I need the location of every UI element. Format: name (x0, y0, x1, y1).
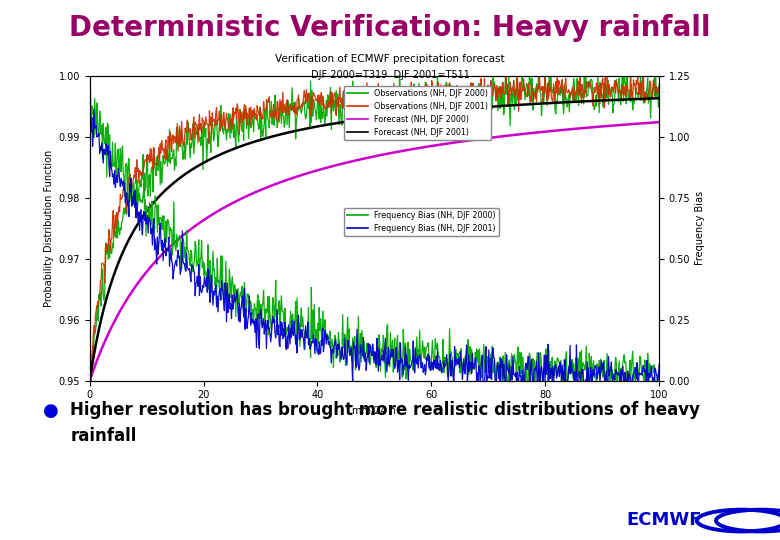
Y-axis label: Probability Distribution Function: Probability Distribution Function (44, 150, 55, 307)
X-axis label: mm/24 h: mm/24 h (353, 406, 396, 416)
Text: ●: ● (43, 402, 58, 420)
Text: Deterministic Verification: Heavy rainfall: Deterministic Verification: Heavy rainfa… (69, 14, 711, 42)
Text: Verification of ECMWF precipitation forecast: Verification of ECMWF precipitation fore… (275, 53, 505, 64)
Text: WWRP/WMO Workshop on QPF Verification - Prague, 14-16 May 2001: WWRP/WMO Workshop on QPF Verification - … (9, 516, 417, 526)
Text: rainfall: rainfall (70, 427, 136, 444)
Text: ECMWF: ECMWF (626, 511, 702, 529)
Legend: Frequency Bias (NH, DJF 2000), Frequency Bias (NH, DJF 2001): Frequency Bias (NH, DJF 2000), Frequency… (344, 208, 499, 236)
Y-axis label: Frequency Bias: Frequency Bias (695, 191, 704, 265)
Text: DJF 2000=T319  DJF 2001=T511: DJF 2000=T319 DJF 2001=T511 (310, 70, 470, 80)
Text: Higher resolution has brought more realistic distributions of heavy: Higher resolution has brought more reali… (70, 401, 700, 418)
